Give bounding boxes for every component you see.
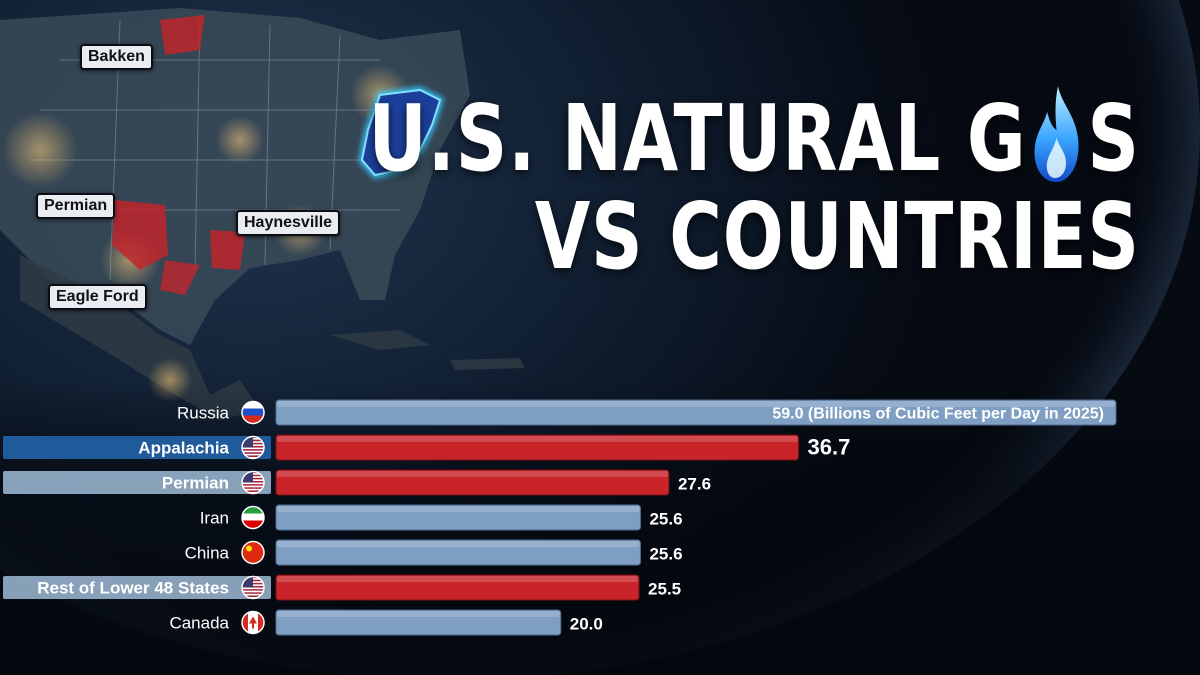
permian-region [112,200,168,270]
bar-sheen-2 [277,436,798,442]
bar-sheen-3 [277,471,668,477]
appalachia-region [360,88,442,177]
headline-part-1: U.S. NATURAL G [368,85,1027,192]
label-haynesville: Haynesville [236,210,341,236]
category-label-4: Iran [200,509,229,528]
bar-2 [275,434,800,461]
bar-sheen-1 [277,401,1115,407]
label-bakken: Bakken [80,44,153,70]
headline-part-2: S [1087,85,1140,192]
category-label-5: China [185,544,230,563]
category-label-7: Canada [169,614,229,633]
category-label-3: Permian [162,474,229,493]
us-flag-icon [241,435,265,460]
label-permian: Permian [36,193,116,219]
value-label-6: 25.5 [648,580,681,599]
bar-sheen-7 [277,611,560,617]
caribbean-islands [330,330,525,370]
bar-sheen-6 [277,576,639,582]
bar-sheen-5 [277,541,640,547]
bar-3 [275,469,670,496]
bar-5 [275,539,641,566]
value-label-7: 20.0 [570,615,603,634]
headline-line-2: VS COUNTRIES [534,183,1140,290]
value-label-5: 25.6 [649,545,682,564]
category-label-2: Appalachia [138,439,229,458]
label-eagle-ford: Eagle Ford [48,284,147,310]
canada-flag-icon [241,610,265,635]
label-highlight-3 [3,471,271,494]
label-highlight-2 [3,436,271,459]
bakken-region [160,15,205,55]
russia-flag-icon [241,400,265,425]
china-flag-icon [241,540,265,565]
category-label-1: Russia [177,404,230,423]
value-label-3: 27.6 [678,475,711,494]
haynesville-region [210,230,245,270]
us-flag-icon [241,470,265,495]
flame-icon [1027,86,1088,182]
bar-7 [275,609,562,636]
category-label-6: Rest of Lower 48 States [37,579,229,598]
value-label-1: 59.0 (Billions of Cubic Feet per Day in … [772,406,1104,423]
us-flag-icon [241,575,265,600]
label-highlight-6 [3,576,271,599]
bar-sheen-4 [277,506,640,512]
bar-1 [275,399,1117,426]
eagle-ford-region [160,260,200,295]
iran-flag-icon [241,505,265,530]
bar-6 [275,574,640,601]
value-label-2: 36.7 [808,435,851,460]
value-label-4: 25.6 [649,510,682,529]
bar-4 [275,504,641,531]
